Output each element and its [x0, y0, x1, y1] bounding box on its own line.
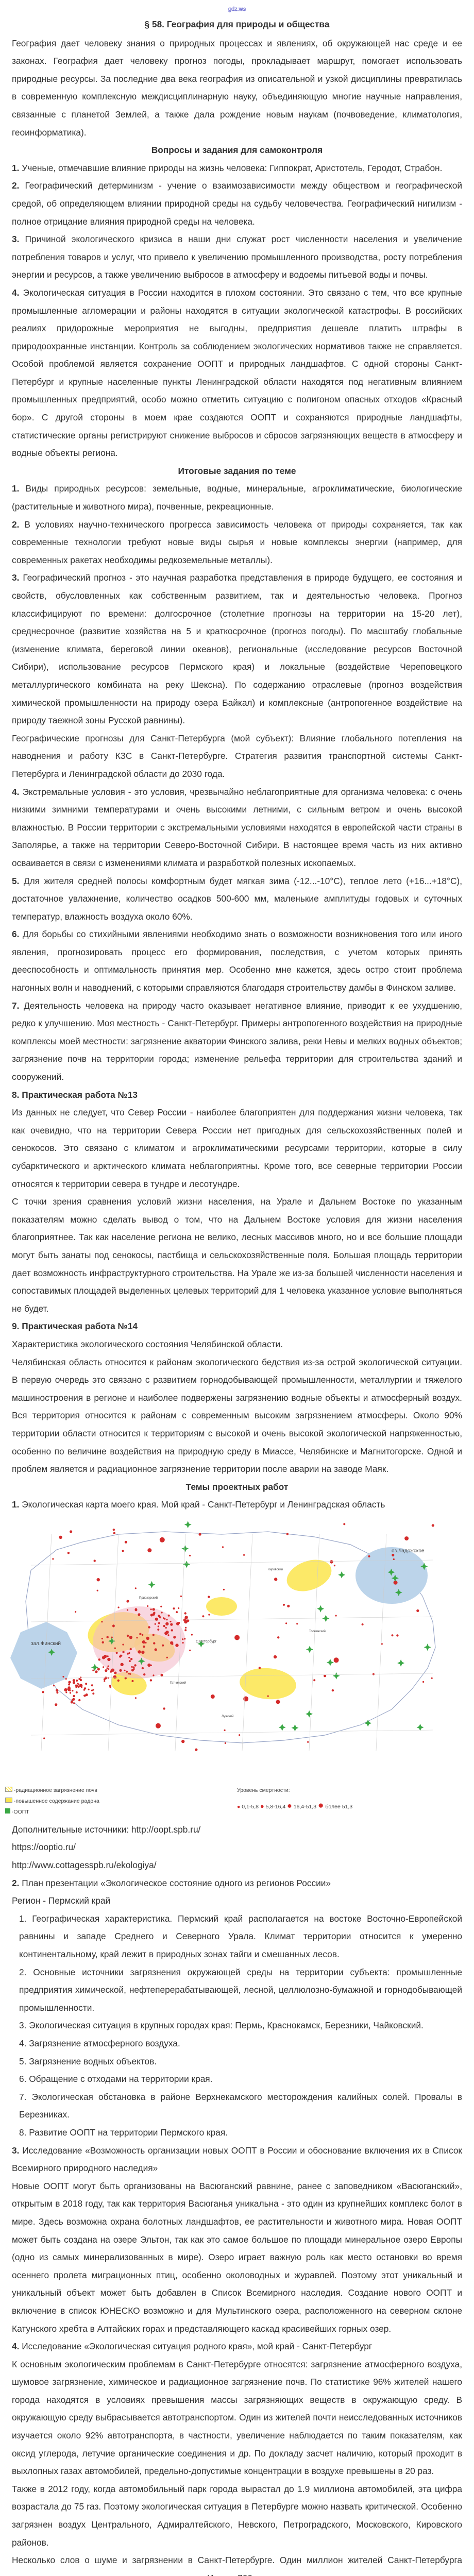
- svg-text:С.Петербург: С.Петербург: [196, 1639, 217, 1643]
- svg-text:зал.Финский: зал.Финский: [31, 1641, 61, 1647]
- svg-text:Лужский: Лужский: [222, 1715, 233, 1718]
- svg-text:Кировский: Кировский: [268, 1568, 283, 1571]
- svg-text:Тосненский: Тосненский: [309, 1630, 326, 1633]
- svg-text:оз.Ладожское: оз.Ладожское: [392, 1548, 425, 1554]
- svg-text:Гатчинский: Гатчинский: [170, 1681, 186, 1685]
- svg-text:Приозерский: Приозерский: [139, 1596, 158, 1600]
